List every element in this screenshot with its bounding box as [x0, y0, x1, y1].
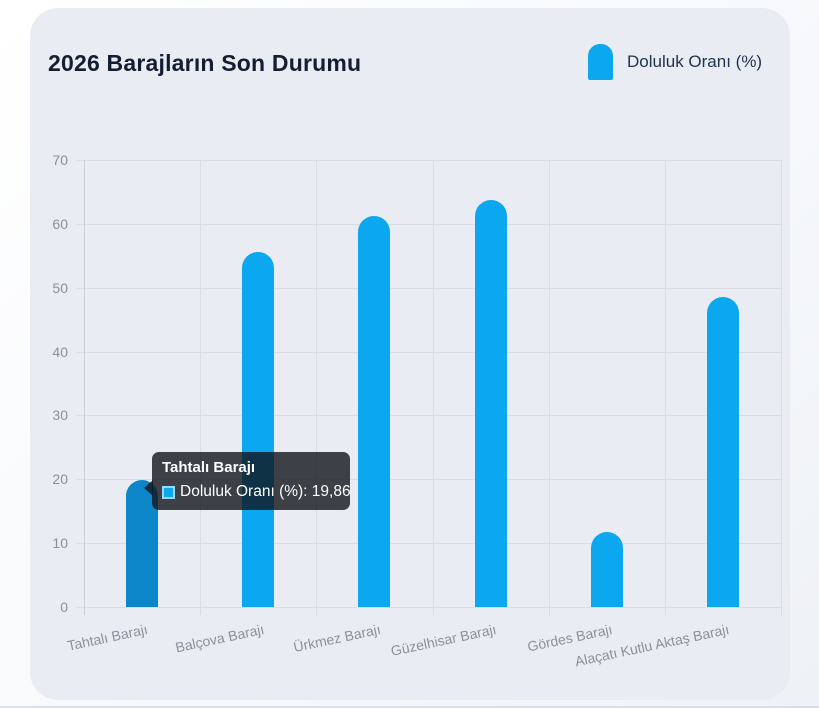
x-gridline — [432, 160, 434, 615]
x-gridline — [316, 160, 318, 615]
chart-bar[interactable] — [358, 215, 391, 607]
tooltip-row: Doluluk Oranı (%): 19,86 — [162, 483, 351, 501]
y-gridline — [76, 607, 781, 608]
tooltip-series-swatch-icon — [162, 485, 175, 499]
chart-bar[interactable] — [590, 532, 623, 607]
y-axis-tick-label: 60 — [52, 215, 68, 232]
y-gridline — [76, 543, 781, 545]
y-axis-tick-label: 30 — [52, 407, 68, 424]
y-gridline — [76, 223, 781, 225]
y-gridline — [76, 415, 781, 417]
chart-title: 2026 Barajların Son Durumu — [48, 50, 362, 76]
x-gridline — [200, 160, 202, 615]
x-axis-tick-label: Balçova Barajı — [173, 621, 266, 656]
chart-bar[interactable] — [242, 251, 275, 607]
legend-item[interactable]: Doluluk Oranı (%) — [588, 44, 762, 80]
y-axis-tick-label: 10 — [52, 535, 68, 552]
y-gridline — [76, 287, 781, 289]
legend-bar-icon — [588, 44, 613, 80]
tooltip-caret-icon — [144, 480, 153, 496]
x-axis-tick-label: Tahtalı Barajı — [66, 621, 150, 654]
x-gridline — [664, 160, 666, 615]
y-axis-tick-label: 70 — [52, 152, 68, 168]
y-axis-tick-label: 0 — [60, 599, 68, 615]
tooltip-value-label: Doluluk Oranı (%): 19,86 — [180, 483, 351, 500]
y-gridline — [76, 351, 781, 353]
tooltip-title: Tahtalı Barajı — [162, 459, 256, 476]
x-axis-tick-label: Güzelhisar Barajı — [389, 621, 498, 659]
chart-bar[interactable] — [474, 200, 507, 607]
tooltip: Tahtalı Barajı Doluluk Oranı (%): 19,86 — [144, 452, 351, 510]
x-axis-tick-label: Ürkmez Barajı — [291, 621, 382, 656]
legend-label: Doluluk Oranı (%) — [627, 52, 763, 71]
x-gridline — [548, 160, 550, 615]
chart-bar[interactable] — [706, 297, 739, 607]
y-gridline — [76, 479, 781, 481]
window-bottom-edge — [0, 706, 819, 708]
x-gridline — [781, 160, 782, 615]
y-axis-tick-label: 20 — [52, 471, 68, 488]
y-axis-border — [84, 160, 85, 615]
y-gridline — [76, 160, 781, 161]
y-axis-tick-label: 50 — [52, 279, 68, 296]
y-axis-tick-label: 40 — [52, 343, 68, 360]
